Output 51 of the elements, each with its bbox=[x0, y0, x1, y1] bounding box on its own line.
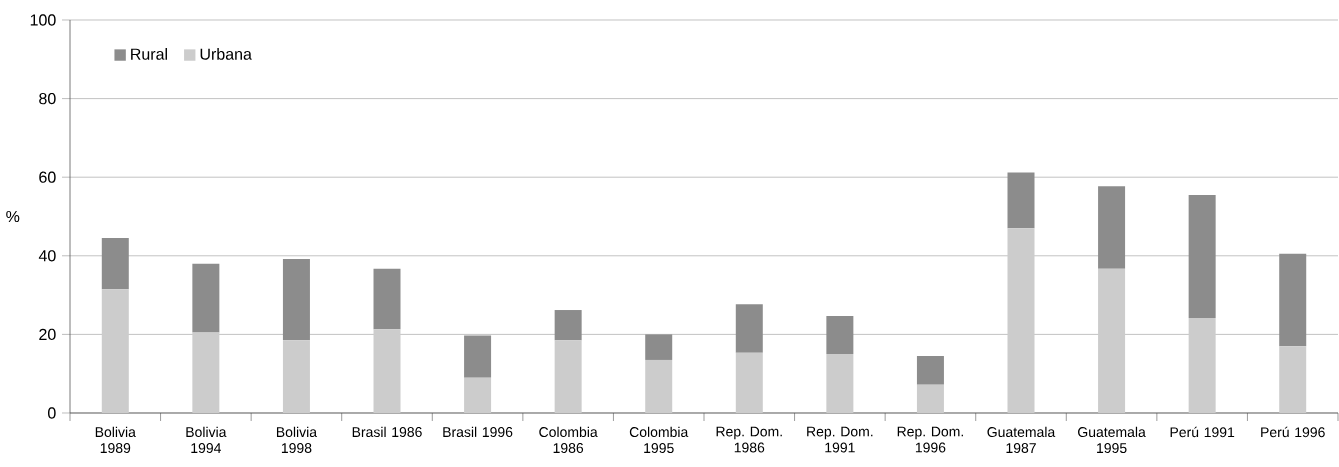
x-tick-label: Bolivia 1998 bbox=[276, 426, 318, 453]
bar bbox=[101, 289, 129, 413]
y-tick-label: 0 bbox=[48, 407, 56, 419]
bar bbox=[554, 310, 582, 341]
x-tick-label: Rep. Dom. 1991 bbox=[807, 426, 873, 453]
y-axis-title: % bbox=[6, 210, 20, 223]
y-tick-label: 20 bbox=[39, 328, 56, 341]
bar bbox=[645, 359, 673, 413]
bar bbox=[1098, 186, 1126, 269]
x-tick-label: Bolivia 1994 bbox=[186, 426, 227, 453]
bar bbox=[1188, 194, 1216, 318]
bar bbox=[373, 268, 401, 330]
bar bbox=[1098, 268, 1126, 413]
bar bbox=[916, 384, 944, 413]
bar bbox=[464, 335, 492, 378]
bar bbox=[735, 352, 763, 413]
y-tick-label: 100 bbox=[30, 14, 56, 26]
bar bbox=[464, 377, 492, 413]
bar bbox=[1007, 228, 1035, 413]
x-tick-label: Bolivia 1989 bbox=[95, 426, 136, 453]
bar bbox=[282, 258, 310, 341]
x-tick-label: Colombia 1995 bbox=[629, 426, 689, 453]
bar bbox=[826, 315, 854, 355]
x-tick-label: Brasil 1996 bbox=[443, 426, 513, 437]
y-tick-label: 40 bbox=[38, 250, 56, 262]
bar bbox=[373, 329, 401, 413]
bar bbox=[1279, 346, 1307, 413]
y-tick-label: 60 bbox=[39, 171, 56, 183]
x-tick-label: Rep. Dom. 1996 bbox=[897, 426, 963, 453]
bar bbox=[1279, 253, 1307, 347]
x-tick-label: Colombia 1986 bbox=[539, 426, 598, 453]
legend-label: Urbana bbox=[200, 48, 252, 60]
bar bbox=[192, 332, 220, 413]
x-tick-label: Perú 1996 bbox=[1261, 426, 1325, 438]
bar bbox=[645, 334, 673, 360]
x-tick-label: Perú 1991 bbox=[1170, 426, 1235, 438]
bar bbox=[192, 263, 220, 333]
x-tick-label: Rep. Dom. 1986 bbox=[716, 426, 782, 453]
legend-label: Rural bbox=[131, 48, 167, 60]
bar bbox=[916, 356, 944, 385]
y-tick-label: 80 bbox=[39, 92, 56, 105]
bar bbox=[1007, 172, 1035, 229]
bar bbox=[282, 340, 310, 413]
x-tick-label: Guatemala 1987 bbox=[987, 426, 1056, 453]
x-tick-label: Brasil 1986 bbox=[352, 426, 422, 437]
x-tick-label: Guatemala 1995 bbox=[1078, 426, 1146, 453]
bar bbox=[826, 354, 854, 413]
bar bbox=[1188, 317, 1216, 413]
bar bbox=[735, 304, 763, 353]
bar bbox=[101, 238, 129, 290]
bar bbox=[554, 340, 582, 413]
